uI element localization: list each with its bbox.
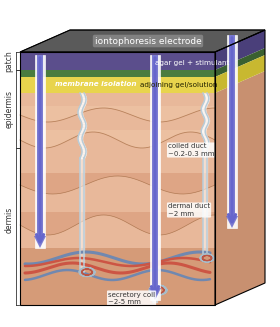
- Polygon shape: [35, 55, 45, 248]
- Polygon shape: [20, 52, 215, 70]
- Text: epidermis: epidermis: [4, 90, 13, 128]
- Polygon shape: [20, 130, 215, 148]
- Polygon shape: [215, 48, 265, 77]
- Polygon shape: [227, 35, 237, 228]
- Polygon shape: [226, 216, 238, 228]
- Polygon shape: [215, 55, 265, 93]
- Text: coiled duct
~0.2-0.3 mm: coiled duct ~0.2-0.3 mm: [168, 144, 214, 157]
- Polygon shape: [20, 77, 215, 93]
- Text: dermis: dermis: [4, 207, 13, 233]
- Polygon shape: [37, 55, 43, 238]
- Polygon shape: [20, 248, 215, 305]
- Text: agar gel + stimulant: agar gel + stimulant: [155, 60, 229, 66]
- Polygon shape: [215, 30, 265, 70]
- Text: membrane isolation: membrane isolation: [55, 81, 137, 87]
- Polygon shape: [20, 212, 215, 235]
- Text: adjoining gel/solution: adjoining gel/solution: [140, 82, 217, 88]
- Polygon shape: [229, 35, 235, 218]
- Polygon shape: [150, 55, 160, 300]
- Polygon shape: [34, 236, 46, 248]
- Text: dermal duct
~2 mm: dermal duct ~2 mm: [168, 203, 210, 216]
- Text: secretory coil
~2-5 mm: secretory coil ~2-5 mm: [108, 291, 155, 304]
- Polygon shape: [20, 93, 215, 305]
- Polygon shape: [215, 71, 265, 305]
- Text: patch: patch: [4, 50, 13, 72]
- Polygon shape: [20, 30, 265, 52]
- Polygon shape: [20, 173, 215, 194]
- Polygon shape: [149, 288, 161, 300]
- Polygon shape: [152, 55, 158, 290]
- Text: iontophoresis electrode: iontophoresis electrode: [95, 37, 201, 45]
- Polygon shape: [20, 106, 215, 122]
- Polygon shape: [20, 70, 215, 77]
